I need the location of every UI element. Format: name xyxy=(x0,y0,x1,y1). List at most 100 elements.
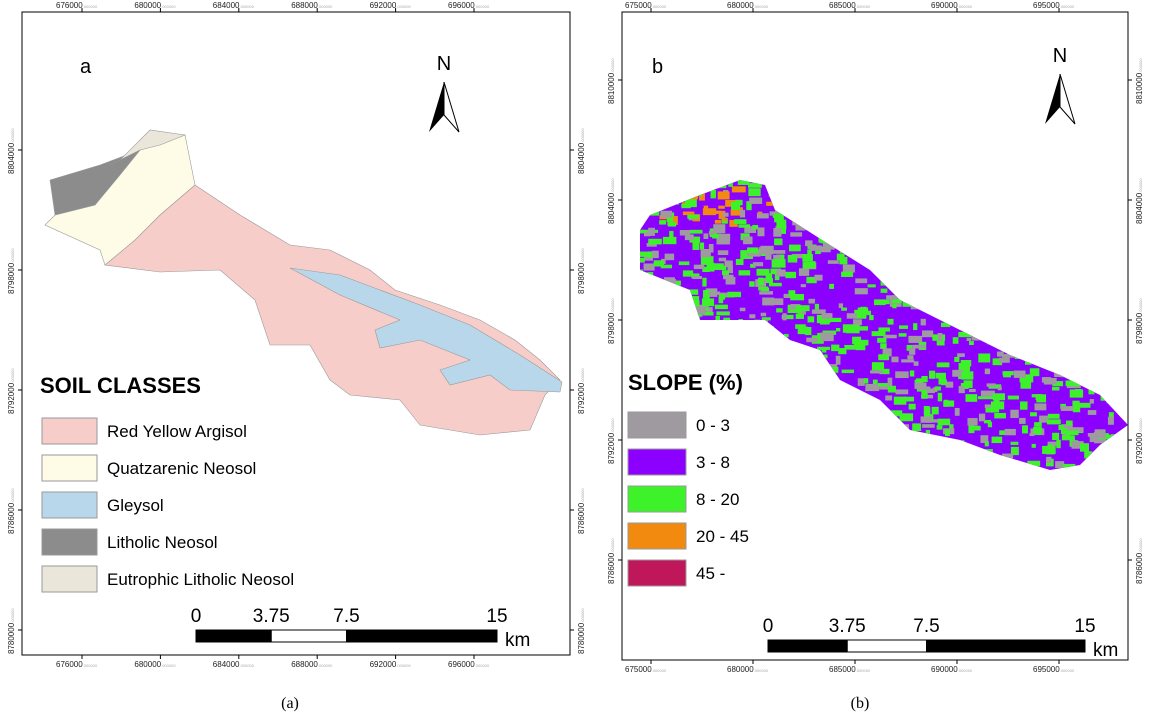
scale-label: 3.75 xyxy=(253,606,290,627)
tick-suffix: .000000 xyxy=(610,178,615,193)
raster-cell xyxy=(841,271,854,277)
raster-cell xyxy=(922,424,935,428)
raster-cell xyxy=(855,341,866,351)
tick-suffix: .000000 xyxy=(580,608,585,623)
raster-cell xyxy=(757,227,765,237)
raster-cell xyxy=(895,371,909,379)
tick-value: 690000 xyxy=(931,665,958,674)
coordinate-label: 8786000.000000 xyxy=(577,488,586,534)
tick-suffix: .000000 xyxy=(240,663,255,668)
raster-cell xyxy=(994,412,1006,419)
panel-letter: a xyxy=(80,56,92,78)
raster-cell xyxy=(827,260,839,264)
tick-suffix: .000000 xyxy=(1138,418,1143,433)
scale-label: 0 xyxy=(191,606,202,627)
raster-cell xyxy=(899,413,914,422)
raster-cell xyxy=(1069,389,1084,398)
raster-cell xyxy=(841,369,855,374)
raster-cell xyxy=(814,303,820,312)
raster-cell xyxy=(1132,261,1139,266)
raster-cell xyxy=(702,208,717,216)
tick-value: 690000 xyxy=(931,1,958,10)
tick-suffix: .000000 xyxy=(240,4,255,9)
raster-cell xyxy=(821,348,827,353)
coordinate-label: 690000.000000 xyxy=(931,665,973,674)
tick-suffix: .000000 xyxy=(610,418,615,433)
raster-cell xyxy=(1030,412,1037,417)
raster-cell xyxy=(758,277,764,286)
raster-cell xyxy=(880,288,888,293)
raster-cell xyxy=(937,418,951,426)
raster-cell xyxy=(940,322,951,328)
raster-cell xyxy=(891,356,899,363)
raster-cell xyxy=(878,354,890,361)
tick-value: 8798000 xyxy=(7,262,16,294)
tick-value: 688000 xyxy=(291,1,318,10)
raster-cell xyxy=(647,251,656,258)
legend-label: Eutrophic Litholic Neosol xyxy=(107,570,294,589)
raster-cell xyxy=(756,213,769,219)
raster-cell xyxy=(703,311,714,316)
tick-suffix: .000000 xyxy=(958,4,973,9)
tick-suffix: .000000 xyxy=(1138,538,1143,553)
scale-label: 3.75 xyxy=(829,616,866,637)
raster-cell xyxy=(920,416,932,423)
scale-unit: km xyxy=(1093,640,1118,661)
raster-cell xyxy=(773,228,782,237)
raster-cell xyxy=(926,388,935,394)
raster-cell xyxy=(1001,453,1014,459)
raster-cell xyxy=(1022,425,1028,434)
raster-cell xyxy=(838,303,843,308)
raster-cell xyxy=(1042,445,1056,454)
raster-cell xyxy=(689,236,701,243)
legend-swatch xyxy=(41,565,98,593)
tick-suffix: .000000 xyxy=(856,668,871,673)
raster-cell xyxy=(781,314,794,320)
raster-cell xyxy=(708,291,721,295)
coordinate-label: 692000.000000 xyxy=(370,1,412,10)
coordinate-label: 675000.000000 xyxy=(625,1,667,10)
raster-cell xyxy=(1013,370,1026,378)
raster-cell xyxy=(887,385,896,393)
raster-cell xyxy=(744,226,757,233)
raster-cell xyxy=(1089,435,1099,443)
raster-cell xyxy=(646,243,657,247)
tick-suffix: .000000 xyxy=(396,663,411,668)
raster-cell xyxy=(648,227,655,236)
legend-swatch xyxy=(627,559,687,587)
raster-cell xyxy=(822,242,837,248)
coordinate-label: 696000.000000 xyxy=(448,660,490,669)
raster-cell xyxy=(806,276,817,284)
raster-cell xyxy=(747,247,759,254)
raster-cell xyxy=(857,378,865,386)
tick-value: 8786000 xyxy=(7,502,16,534)
raster-cell xyxy=(969,388,976,393)
coordinate-label: 8786000.000000 xyxy=(7,488,16,534)
raster-cell xyxy=(749,314,756,319)
raster-cell xyxy=(815,250,821,255)
scale-segment xyxy=(926,639,1086,653)
raster-cell xyxy=(1002,371,1014,376)
tick-suffix: .000000 xyxy=(10,368,15,383)
raster-cell xyxy=(1089,399,1094,404)
tick-suffix: .000000 xyxy=(318,663,333,668)
raster-cell xyxy=(774,238,783,246)
raster-cell xyxy=(790,304,800,311)
tick-value: 684000 xyxy=(213,1,240,10)
raster-cell xyxy=(879,368,890,375)
coordinate-label: 8810000.000000 xyxy=(1135,58,1144,104)
legend-label: Quatzarenic Neosol xyxy=(107,459,256,478)
raster-cell xyxy=(752,262,764,267)
raster-cell xyxy=(769,211,779,216)
raster-cell xyxy=(756,268,770,276)
raster-cell xyxy=(699,242,705,250)
raster-cell xyxy=(718,210,726,220)
raster-cell xyxy=(908,335,923,343)
raster-cell xyxy=(739,210,746,218)
raster-cell xyxy=(860,310,871,316)
coordinate-label: 684000.000000 xyxy=(213,1,255,10)
raster-cell xyxy=(816,314,831,324)
tick-suffix: .000000 xyxy=(161,663,176,668)
tick-value: 675000 xyxy=(625,665,652,674)
raster-cell xyxy=(914,382,927,389)
